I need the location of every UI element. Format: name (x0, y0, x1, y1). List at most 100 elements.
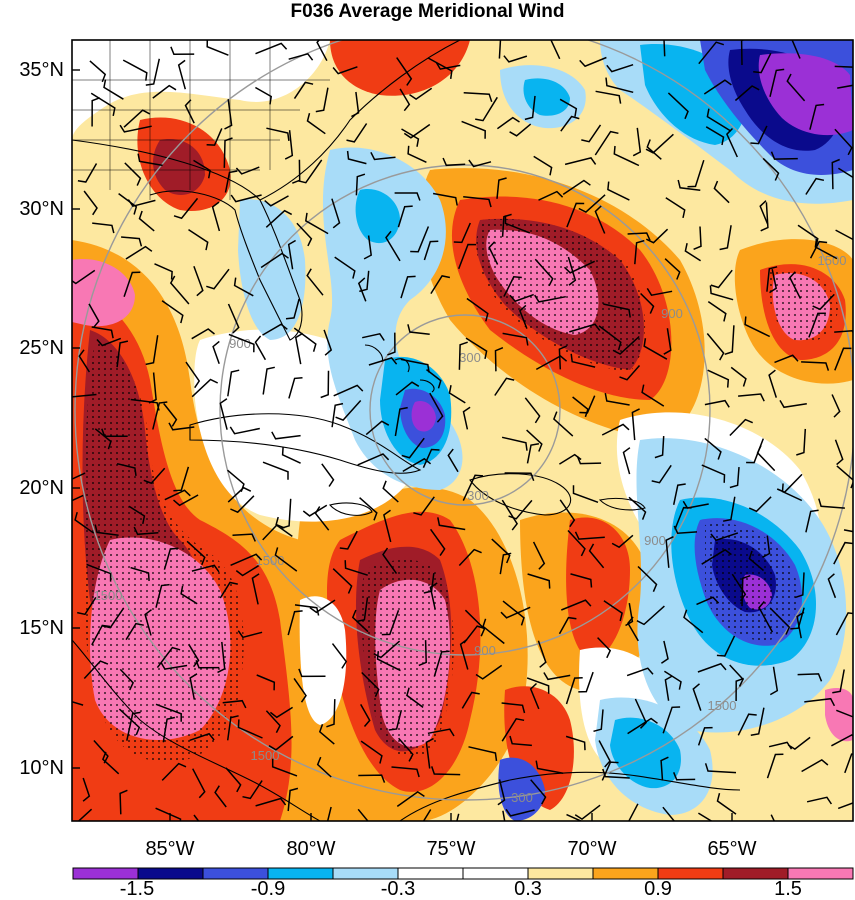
wind-barb (173, 466, 190, 492)
wind-barb (646, 139, 662, 160)
wind-barb (683, 609, 704, 634)
wind-barb (788, 271, 802, 299)
wind-barb (662, 706, 681, 734)
lat-label-25n: 25°N (19, 337, 64, 359)
wind-barb (768, 369, 778, 398)
wind-barb (603, 600, 623, 622)
wind-barb (285, 298, 300, 320)
wind-barb (127, 199, 156, 208)
wind-barb (94, 428, 112, 450)
wind-barb (831, 733, 853, 747)
wind-barb (579, 395, 596, 414)
wind-barb (535, 355, 568, 371)
wind-barb (567, 529, 586, 557)
wind-barb (103, 79, 124, 100)
wind-barb (501, 213, 512, 237)
wind-barb (722, 496, 736, 522)
wind-barb (598, 325, 622, 351)
map-title: F036 Average Meridional Wind (290, 1, 565, 22)
wind-barb (462, 406, 471, 430)
wind-barb (604, 392, 630, 406)
wind-barb (750, 707, 765, 736)
colorbar-label: 1.5 (774, 878, 802, 900)
wind-barb (834, 347, 852, 371)
wind-barb (710, 269, 733, 289)
wind-barb (530, 779, 547, 805)
wind-barb (368, 357, 398, 366)
wind-barb (381, 610, 400, 636)
wind-barb (359, 497, 378, 521)
wind-barb (255, 42, 288, 55)
wind-barb (836, 709, 853, 718)
wind-barb (588, 543, 605, 569)
contour-cyan-n-central (523, 78, 570, 116)
wind-barb (594, 205, 606, 234)
map-field: 300 300 900 900 900 1500 1500 1500 1500 1500 900 30… (72, 40, 853, 821)
wind-barb (509, 735, 532, 747)
wind-barb (643, 338, 668, 360)
range-ring-label: 900 (474, 643, 496, 658)
wind-barb (331, 402, 344, 428)
wind-barb (834, 128, 853, 156)
wind-barb (269, 706, 293, 719)
wind-barb (698, 41, 725, 65)
range-ring-labels: 300 300 900 900 900 1500 1500 1500 1500 1500 900 30… (94, 253, 847, 805)
wind-barb (748, 550, 764, 572)
wind-barb (692, 683, 702, 711)
wind-barb (362, 332, 385, 341)
wind-barb (294, 332, 304, 365)
wind-barb (387, 332, 396, 356)
range-ring-label: 1500 (251, 748, 280, 763)
wind-barb (351, 91, 360, 118)
wind-barb (304, 212, 329, 235)
wind-barb (427, 57, 453, 80)
wind-barb (627, 232, 651, 241)
wind-barb (96, 337, 122, 347)
wind-barb (361, 671, 380, 698)
wind-barb (837, 802, 853, 810)
wind-barb (632, 127, 642, 157)
wind-barb (399, 88, 411, 112)
wind-barb (593, 709, 604, 733)
wind-barb (814, 238, 838, 260)
wind-barb (566, 813, 583, 821)
contour-cyan-north (355, 189, 400, 244)
lon-label-75w: 75°W (426, 838, 476, 860)
wind-barb (326, 806, 332, 821)
wind-barb (613, 145, 640, 167)
wind-barb (597, 637, 612, 659)
wind-barb (143, 467, 166, 485)
wind-barb (612, 335, 640, 355)
wind-barb (137, 153, 163, 167)
wind-barb (724, 325, 735, 356)
wind-barb (570, 353, 596, 368)
wind-barb (230, 495, 255, 514)
wind-barb (402, 457, 432, 473)
wind-barb (169, 275, 190, 305)
wind-barb (494, 377, 515, 396)
range-ring-label: 900 (644, 533, 666, 548)
colorbar-label: -0.9 (250, 878, 286, 900)
wind-barb (91, 97, 100, 127)
wind-barb (594, 130, 619, 156)
wind-barb (403, 123, 431, 139)
wind-barb (358, 774, 386, 783)
wind-barb (262, 323, 288, 336)
wind-barb (119, 124, 152, 133)
wind-barb (72, 700, 84, 706)
wind-barb (360, 740, 383, 764)
wind-barb (145, 335, 159, 366)
wind-barb (710, 532, 739, 542)
wind-barb (72, 494, 84, 502)
wind-barb (298, 668, 326, 678)
wind-barb (687, 159, 705, 188)
wind-barb (394, 406, 408, 437)
wind-barb (326, 699, 336, 728)
wind-barb (265, 710, 281, 734)
wind-barb (344, 560, 368, 576)
wind-barb (508, 499, 533, 520)
wind-barb (462, 474, 484, 501)
jamaica (328, 502, 373, 516)
contour-neutral-north (72, 40, 330, 140)
wind-barb (509, 123, 532, 137)
